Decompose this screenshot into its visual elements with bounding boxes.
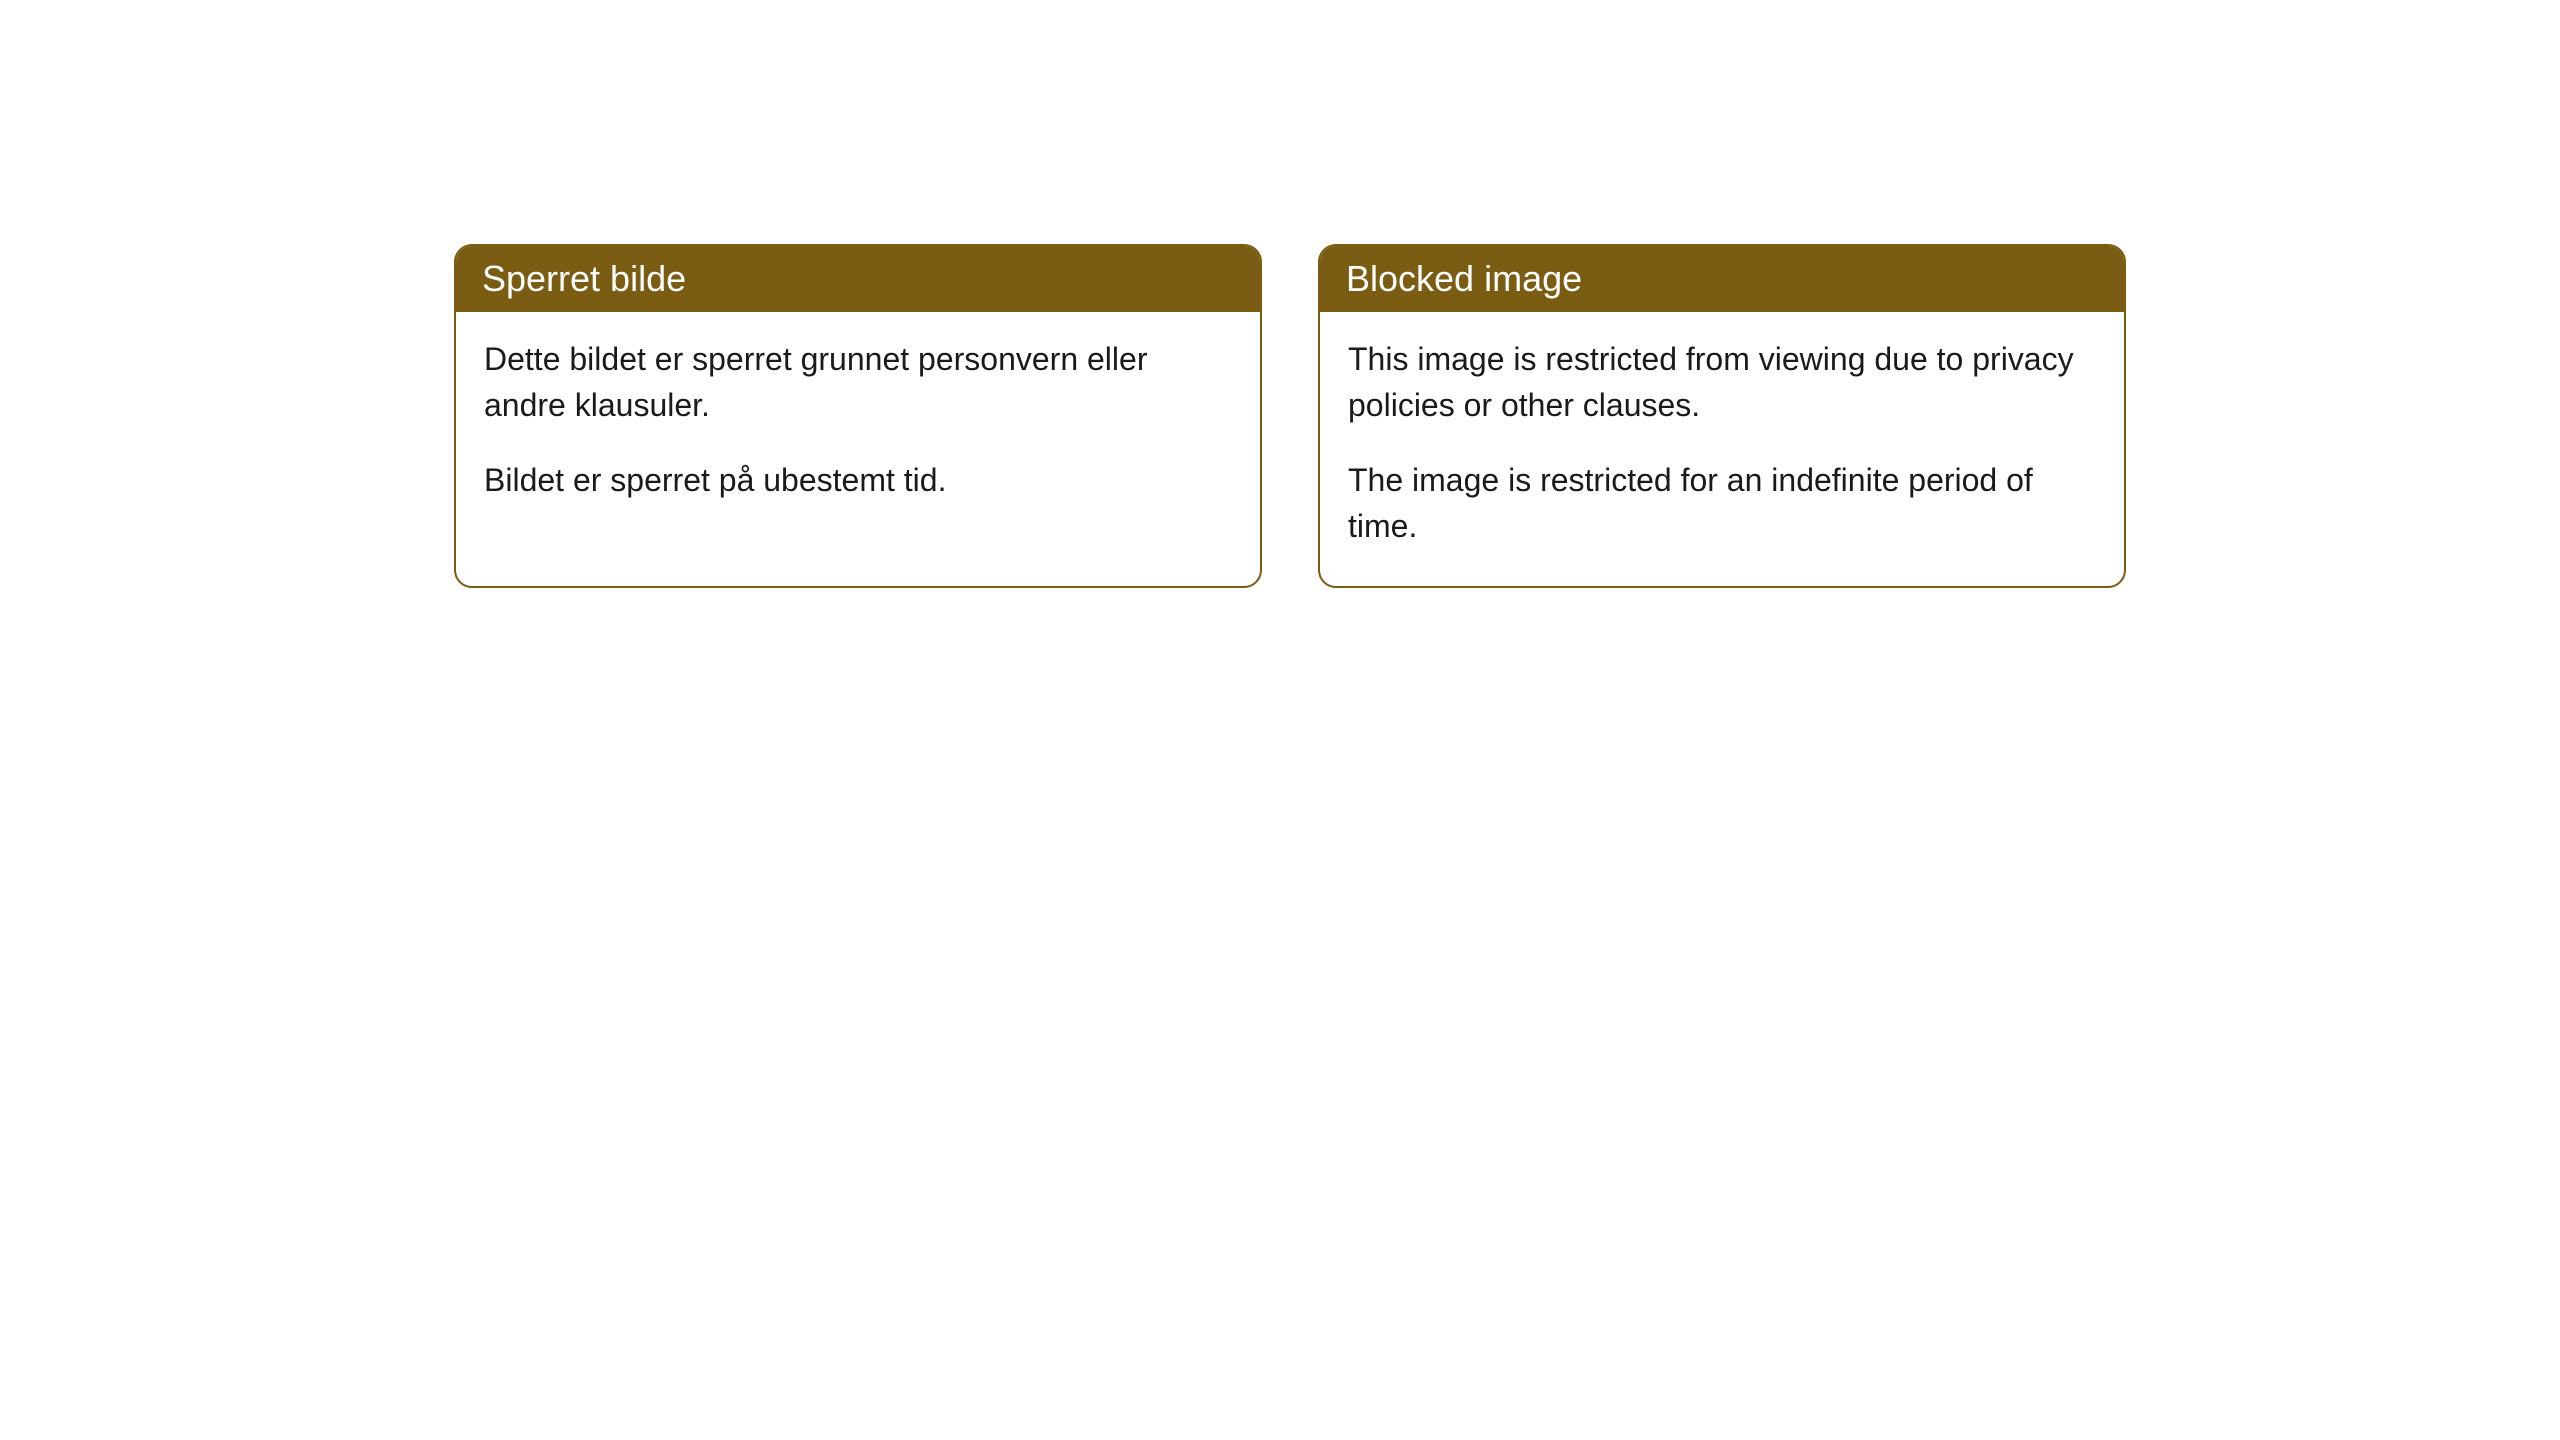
card-paragraph: The image is restricted for an indefinit… [1348, 457, 2096, 550]
card-paragraph: Bildet er sperret på ubestemt tid. [484, 457, 1232, 503]
card-title: Blocked image [1346, 258, 1582, 299]
card-paragraph: Dette bildet er sperret grunnet personve… [484, 336, 1232, 429]
blocked-image-card-english: Blocked image This image is restricted f… [1318, 244, 2126, 588]
blocked-image-card-norwegian: Sperret bilde Dette bildet er sperret gr… [454, 244, 1262, 588]
card-paragraph: This image is restricted from viewing du… [1348, 336, 2096, 429]
card-body: Dette bildet er sperret grunnet personve… [456, 312, 1260, 539]
card-header: Blocked image [1320, 246, 2124, 312]
card-title: Sperret bilde [482, 258, 686, 299]
card-header: Sperret bilde [456, 246, 1260, 312]
notice-cards-container: Sperret bilde Dette bildet er sperret gr… [454, 244, 2126, 588]
card-body: This image is restricted from viewing du… [1320, 312, 2124, 586]
